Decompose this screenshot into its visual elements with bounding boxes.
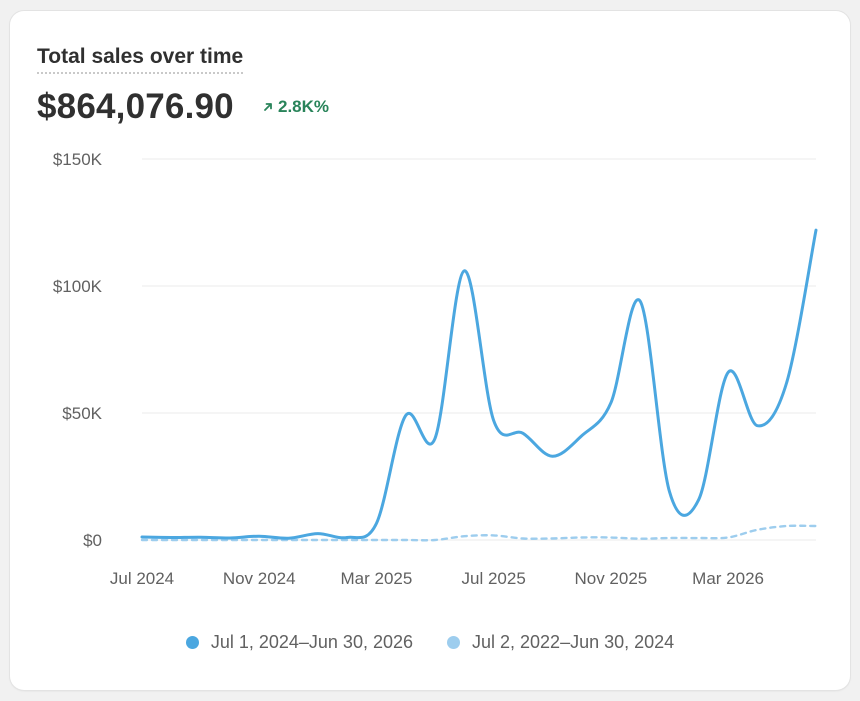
legend-item-current[interactable]: Jul 1, 2024–Jun 30, 2026 bbox=[185, 632, 413, 653]
total-sales-value: $864,076.90 bbox=[37, 87, 234, 126]
legend-label-previous: Jul 2, 2022–Jun 30, 2024 bbox=[472, 632, 675, 652]
sales-line-chart: $0 $50K $100K $150K Jul 2024 Nov 2024 Mar 202… bbox=[53, 150, 818, 588]
x-tick-label: Mar 2026 bbox=[692, 569, 764, 588]
arrow-up-right-icon bbox=[264, 103, 272, 111]
change-indicator: 2.8K% bbox=[262, 97, 329, 117]
series-line-current bbox=[140, 228, 818, 540]
x-tick-label: Jul 2024 bbox=[110, 569, 174, 588]
chart-legend: Jul 1, 2024–Jun 30, 2026 Jul 2, 2022–Jun… bbox=[10, 632, 850, 653]
x-tick-label: Jul 2025 bbox=[462, 569, 526, 588]
x-tick-label: Nov 2024 bbox=[223, 569, 296, 588]
legend-dot-current bbox=[185, 636, 199, 649]
chart-series bbox=[140, 228, 818, 542]
chart-gridlines bbox=[142, 158, 816, 541]
card-title[interactable]: Total sales over time bbox=[37, 45, 244, 74]
y-tick-label: $100K bbox=[53, 277, 103, 296]
change-percent: 2.8K% bbox=[278, 97, 330, 116]
legend-item-previous[interactable]: Jul 2, 2022–Jun 30, 2024 bbox=[447, 632, 674, 653]
y-tick-label: $50K bbox=[62, 404, 102, 423]
sales-card: Total sales over time $864,076.90 2.8K% … bbox=[10, 11, 850, 690]
x-axis-ticks: Jul 2024 Nov 2024 Mar 2025 Jul 2025 Nov 2025… bbox=[110, 569, 764, 588]
y-axis-ticks: $0 $50K $100K $150K bbox=[53, 150, 103, 550]
series-line-previous bbox=[140, 524, 818, 542]
y-tick-label: $150K bbox=[53, 150, 103, 169]
x-tick-label: Mar 2025 bbox=[341, 569, 413, 588]
legend-dot-previous bbox=[447, 636, 460, 649]
x-tick-label: Nov 2025 bbox=[574, 569, 647, 588]
legend-label-current: Jul 1, 2024–Jun 30, 2026 bbox=[210, 632, 413, 652]
y-tick-label: $0 bbox=[83, 531, 102, 550]
